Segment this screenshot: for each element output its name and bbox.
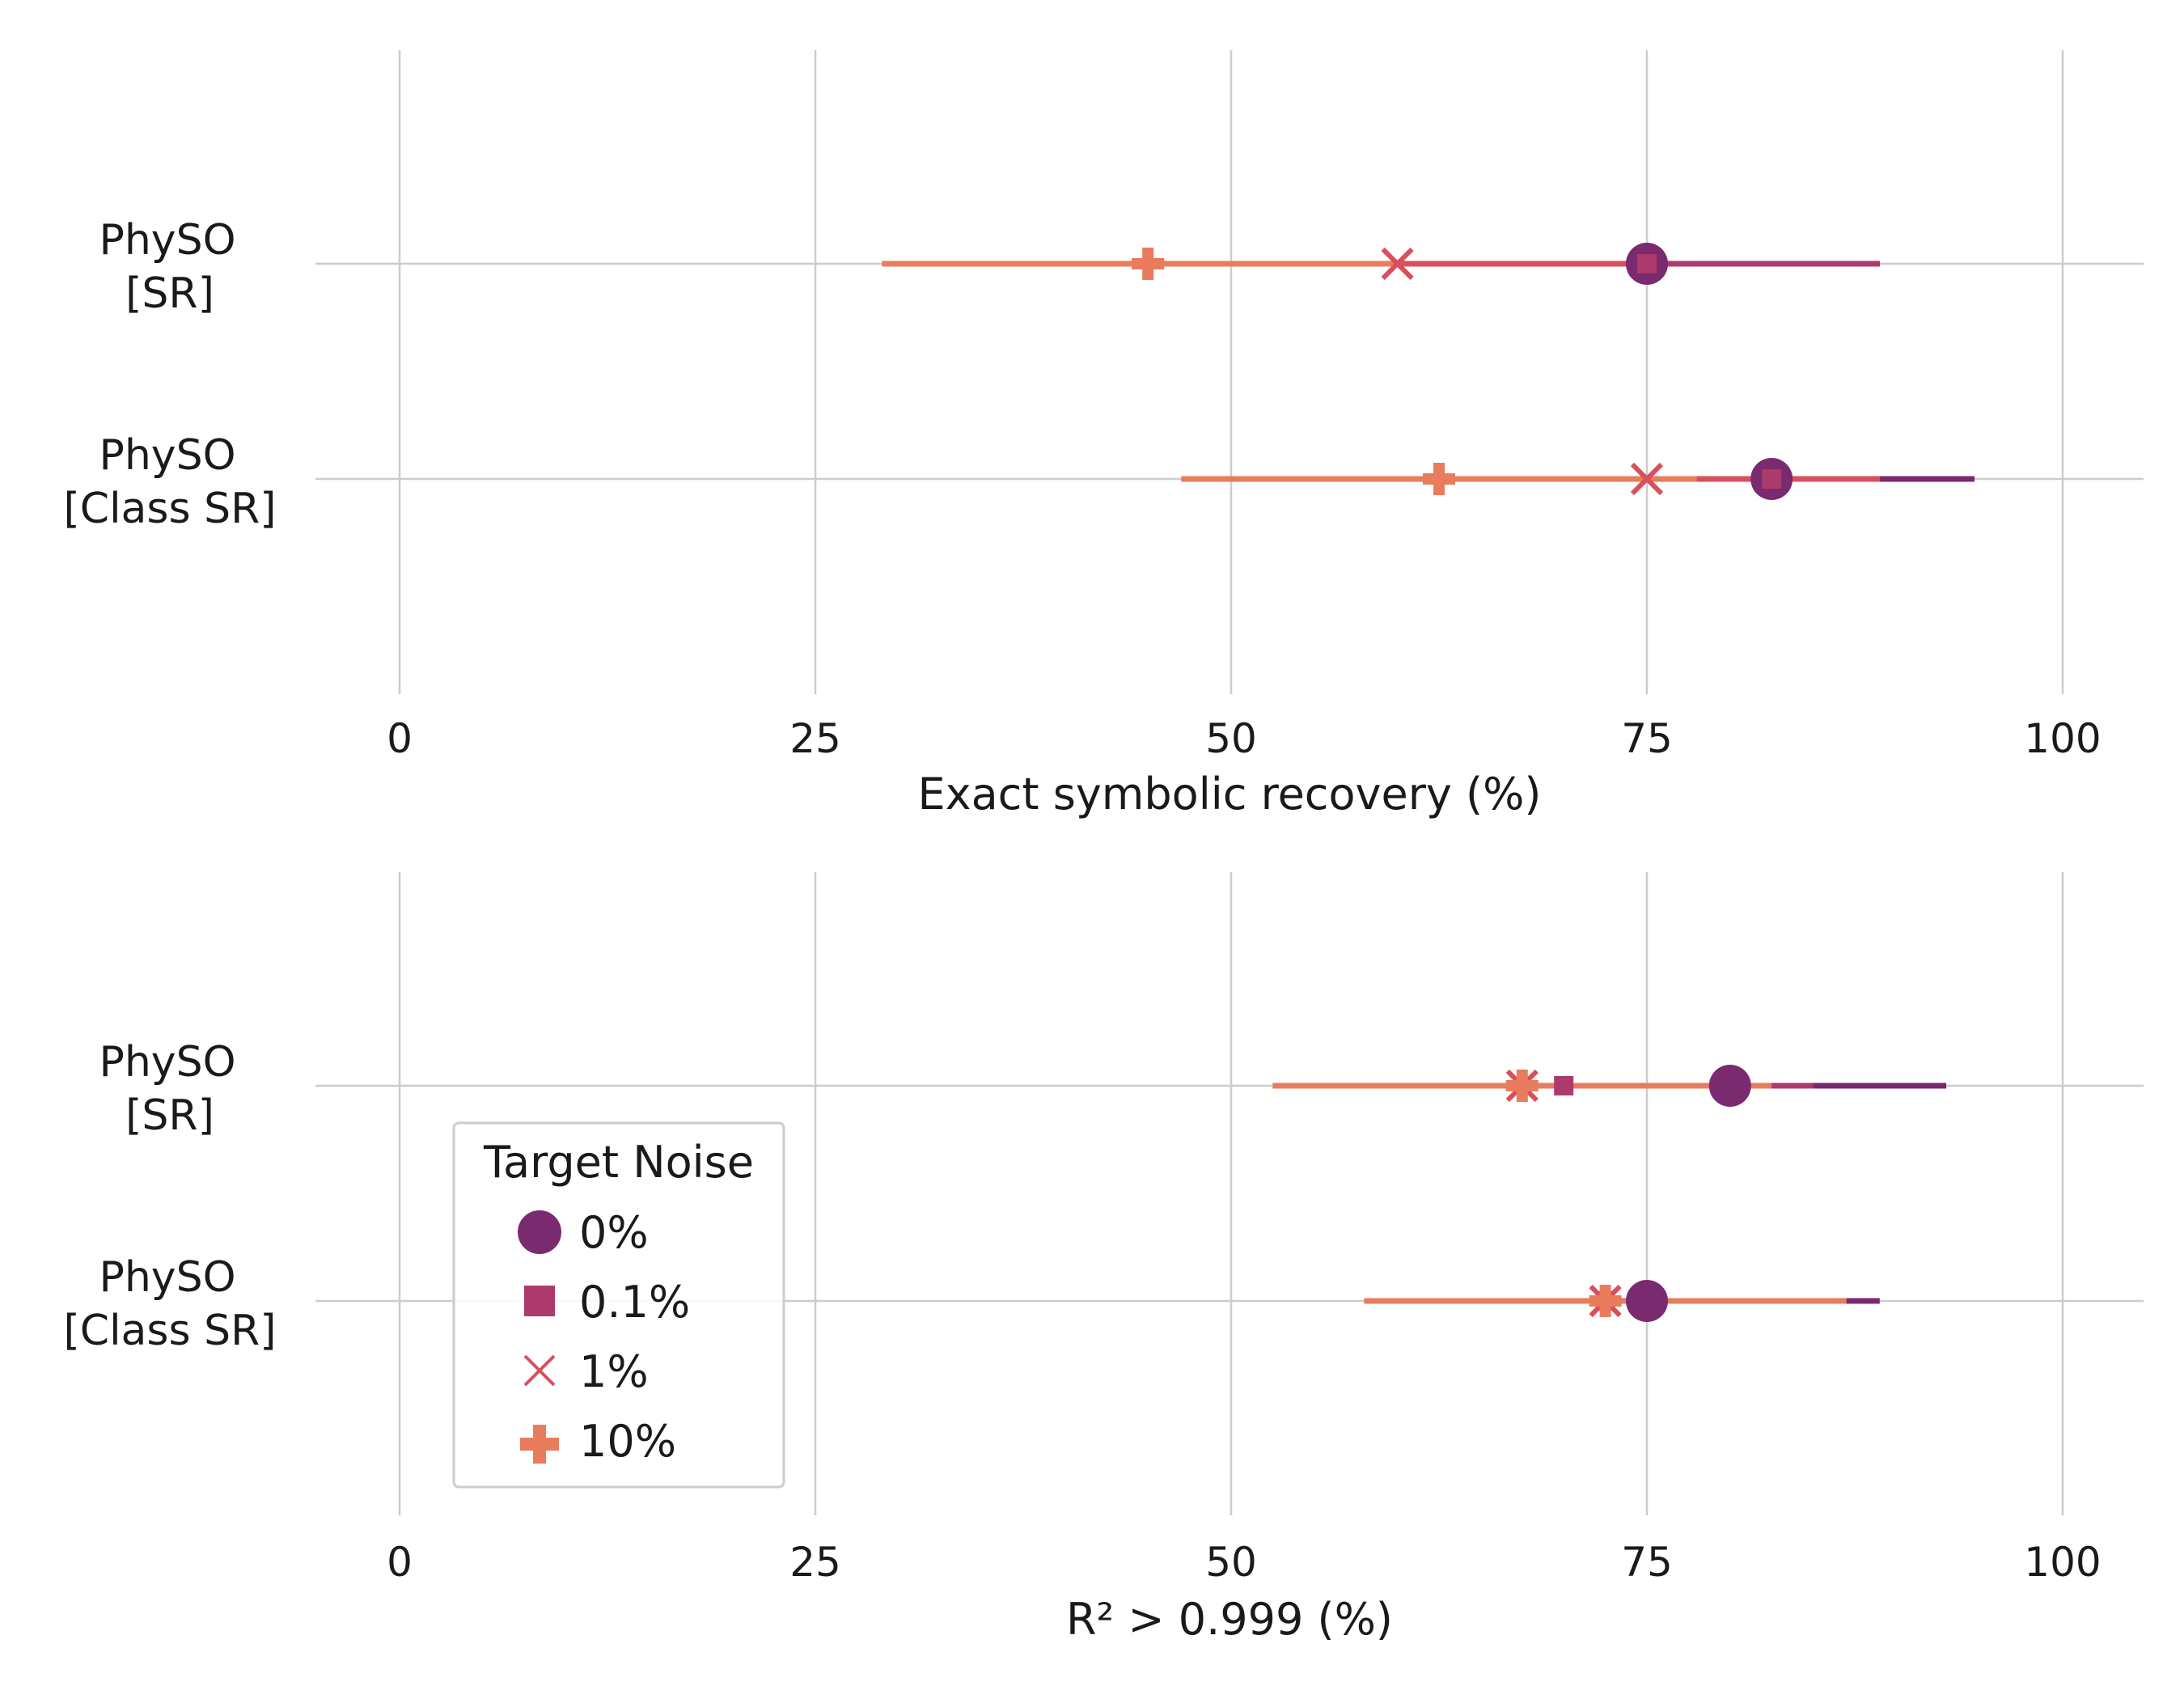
x-tick-label: 50 [1205, 1539, 1257, 1586]
legend-label-0: 0% [579, 1207, 649, 1258]
legend-label-3: 10% [579, 1416, 676, 1467]
x-tick-label: 75 [1621, 715, 1673, 762]
data-point-circle [1626, 1280, 1668, 1322]
data-point-square [1762, 469, 1782, 489]
y-category-label: PhySO [99, 1038, 235, 1087]
legend-marker-square [524, 1286, 555, 1316]
x-tick-label: 25 [789, 715, 841, 762]
x-tick-label: 50 [1205, 715, 1257, 762]
data-point-x [1630, 462, 1664, 496]
x-tick-label: 75 [1621, 1539, 1673, 1586]
legend-title: Target Noise [483, 1137, 754, 1188]
top-x-axis-label: Exact symbolic recovery (%) [918, 769, 1542, 820]
x-stroke [1630, 462, 1664, 496]
x-tick-label: 0 [387, 1539, 413, 1586]
x-stroke [1381, 247, 1414, 281]
x-tick-label: 100 [2024, 1539, 2101, 1586]
y-category-label: PhySO [99, 216, 235, 265]
x-tick-label: 25 [789, 1539, 841, 1586]
bottom-x-axis-label: R² > 0.999 (%) [1066, 1594, 1393, 1645]
legend-label-1: 0.1% [579, 1277, 690, 1328]
legend-label-2: 1% [579, 1346, 649, 1397]
y-category-label: [SR] [125, 269, 214, 318]
data-point-plus [1132, 248, 1165, 280]
legend-marker-x [523, 1354, 556, 1387]
x-tick-label: 0 [387, 715, 413, 762]
y-category-label: PhySO [99, 431, 235, 480]
data-point-x [1381, 247, 1414, 281]
legend: Target Noise 0% 0.1% 1% 10% [452, 1121, 785, 1489]
data-point-plus [1423, 463, 1455, 495]
data-point-plus [1589, 1285, 1622, 1317]
y-category-label: [SR] [125, 1091, 214, 1140]
data-point-square [1637, 254, 1657, 273]
data-point-square [1554, 1076, 1574, 1095]
y-category-label: [Class SR] [63, 485, 276, 533]
legend-marker-circle [518, 1210, 561, 1254]
x-tick-label: 100 [2024, 715, 2101, 762]
data-point-circle [1708, 1065, 1751, 1107]
data-point-plus [1505, 1070, 1539, 1102]
legend-marker-plus [520, 1425, 559, 1464]
y-category-label: [Class SR] [63, 1307, 276, 1355]
y-category-label: PhySO [99, 1253, 235, 1302]
